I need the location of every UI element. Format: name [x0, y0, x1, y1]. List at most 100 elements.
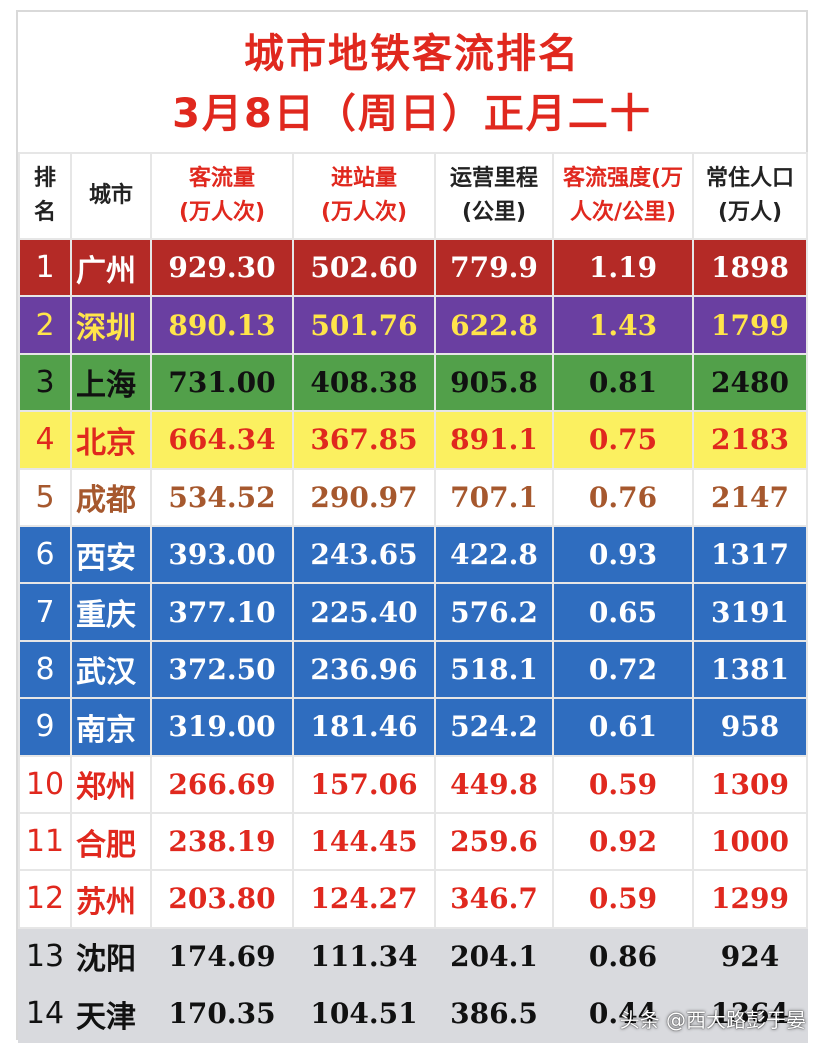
cell-intensity: 0.61	[552, 697, 694, 757]
cell-intensity: 0.86	[552, 926, 694, 987]
page-subtitle-date: 3月8日（周日）正月二十	[172, 91, 652, 137]
cell-population: 958	[692, 697, 808, 757]
cell-flow: 174.69	[150, 926, 294, 987]
cell-population: 1317	[692, 524, 808, 585]
table-row: 13 沈阳 174.69 111.34 204.1 0.86 924	[18, 926, 808, 987]
table-row: 7 重庆 377.10 225.40 576.2 0.65 3191	[18, 582, 808, 642]
cell-population: 2183	[692, 410, 808, 470]
cell-mileage: 259.6	[434, 811, 554, 872]
cell-city: 深圳	[70, 295, 152, 355]
table-body: 1 广州 929.30 502.60 779.9 1.19 1898 2 深圳 890.13 50…	[18, 237, 808, 1044]
table-row: 12 苏州 203.80 124.27 346.7 0.59 1299	[18, 869, 808, 929]
table-header-row: 排 名 城市 客流量 (万人次) 进站量 (万人次) 运营里程 (公里) 客流强…	[18, 152, 808, 240]
cell-mileage: 576.2	[434, 582, 554, 642]
cell-rank: 1	[18, 237, 72, 298]
cell-population: 1381	[692, 639, 808, 700]
cell-population: 1898	[692, 237, 808, 298]
cell-intensity: 0.59	[552, 869, 694, 929]
cell-flow: 372.50	[150, 639, 294, 700]
cell-entry: 144.45	[292, 811, 436, 872]
cell-mileage: 449.8	[434, 754, 554, 814]
cell-flow: 731.00	[150, 352, 294, 413]
cell-mileage: 518.1	[434, 639, 554, 700]
cell-population: 1364	[692, 984, 808, 1044]
table-row: 5 成都 534.52 290.97 707.1 0.76 2147	[18, 467, 808, 527]
cell-intensity: 0.65	[552, 582, 694, 642]
cell-flow: 266.69	[150, 754, 294, 814]
cell-entry: 502.60	[292, 237, 436, 298]
cell-city: 成都	[70, 467, 152, 527]
cell-city: 天津	[70, 984, 152, 1044]
header-rank: 排 名	[18, 152, 72, 240]
cell-flow: 393.00	[150, 524, 294, 585]
cell-intensity: 1.43	[552, 295, 694, 355]
cell-mileage: 386.5	[434, 984, 554, 1044]
table-row: 14 天津 170.35 104.51 386.5 0.44 1364	[18, 984, 808, 1044]
cell-mileage: 707.1	[434, 467, 554, 527]
cell-city: 武汉	[70, 639, 152, 700]
cell-entry: 104.51	[292, 984, 436, 1044]
header-flow: 客流量 (万人次)	[150, 152, 294, 240]
cell-intensity: 0.72	[552, 639, 694, 700]
cell-entry: 111.34	[292, 926, 436, 987]
cell-rank: 5	[18, 467, 72, 527]
ranking-table: 排 名 城市 客流量 (万人次) 进站量 (万人次) 运营里程 (公里) 客流强…	[18, 152, 808, 1044]
table-row: 11 合肥 238.19 144.45 259.6 0.92 1000	[18, 811, 808, 872]
cell-flow: 534.52	[150, 467, 294, 527]
watermark: 头条 @西大路彭于晏	[619, 1008, 806, 1032]
cell-mileage: 622.8	[434, 295, 554, 355]
cell-rank: 14	[18, 984, 72, 1044]
cell-flow: 203.80	[150, 869, 294, 929]
cell-rank: 4	[18, 410, 72, 470]
table-row: 10 郑州 266.69 157.06 449.8 0.59 1309	[18, 754, 808, 814]
cell-population: 1309	[692, 754, 808, 814]
cell-flow: 377.10	[150, 582, 294, 642]
title-block: 城市地铁客流排名 3月8日（周日）正月二十	[18, 12, 806, 152]
table-row: 3 上海 731.00 408.38 905.8 0.81 2480	[18, 352, 808, 413]
cell-population: 924	[692, 926, 808, 987]
cell-population: 2147	[692, 467, 808, 527]
cell-entry: 408.38	[292, 352, 436, 413]
cell-population: 1000	[692, 811, 808, 872]
cell-mileage: 779.9	[434, 237, 554, 298]
cell-rank: 13	[18, 926, 72, 987]
cell-rank: 12	[18, 869, 72, 929]
table-row: 8 武汉 372.50 236.96 518.1 0.72 1381	[18, 639, 808, 700]
cell-entry: 290.97	[292, 467, 436, 527]
cell-flow: 664.34	[150, 410, 294, 470]
ranking-card: 城市地铁客流排名 3月8日（周日）正月二十 排 名 城市 客流量 (万人次) 进…	[16, 10, 808, 1044]
cell-entry: 367.85	[292, 410, 436, 470]
table-row: 2 深圳 890.13 501.76 622.8 1.43 1799	[18, 295, 808, 355]
header-mileage: 运营里程 (公里)	[434, 152, 554, 240]
cell-city: 南京	[70, 697, 152, 757]
cell-intensity: 0.76	[552, 467, 694, 527]
cell-intensity: 0.59	[552, 754, 694, 814]
cell-intensity: 0.81	[552, 352, 694, 413]
cell-city: 苏州	[70, 869, 152, 929]
cell-mileage: 905.8	[434, 352, 554, 413]
cell-rank: 2	[18, 295, 72, 355]
cell-intensity: 0.75	[552, 410, 694, 470]
cell-flow: 238.19	[150, 811, 294, 872]
cell-entry: 181.46	[292, 697, 436, 757]
table-row: 1 广州 929.30 502.60 779.9 1.19 1898	[18, 237, 808, 298]
cell-rank: 9	[18, 697, 72, 757]
header-entry: 进站量 (万人次)	[292, 152, 436, 240]
cell-intensity: 0.92	[552, 811, 694, 872]
cell-city: 重庆	[70, 582, 152, 642]
cell-city: 沈阳	[70, 926, 152, 987]
cell-entry: 225.40	[292, 582, 436, 642]
cell-mileage: 524.2	[434, 697, 554, 757]
cell-mileage: 422.8	[434, 524, 554, 585]
cell-flow: 890.13	[150, 295, 294, 355]
cell-rank: 3	[18, 352, 72, 413]
cell-rank: 11	[18, 811, 72, 872]
cell-mileage: 204.1	[434, 926, 554, 987]
cell-mileage: 346.7	[434, 869, 554, 929]
cell-flow: 170.35	[150, 984, 294, 1044]
cell-entry: 243.65	[292, 524, 436, 585]
cell-rank: 7	[18, 582, 72, 642]
page-title: 城市地铁客流排名	[244, 31, 580, 77]
cell-city: 合肥	[70, 811, 152, 872]
cell-intensity: 0.44	[552, 984, 694, 1044]
